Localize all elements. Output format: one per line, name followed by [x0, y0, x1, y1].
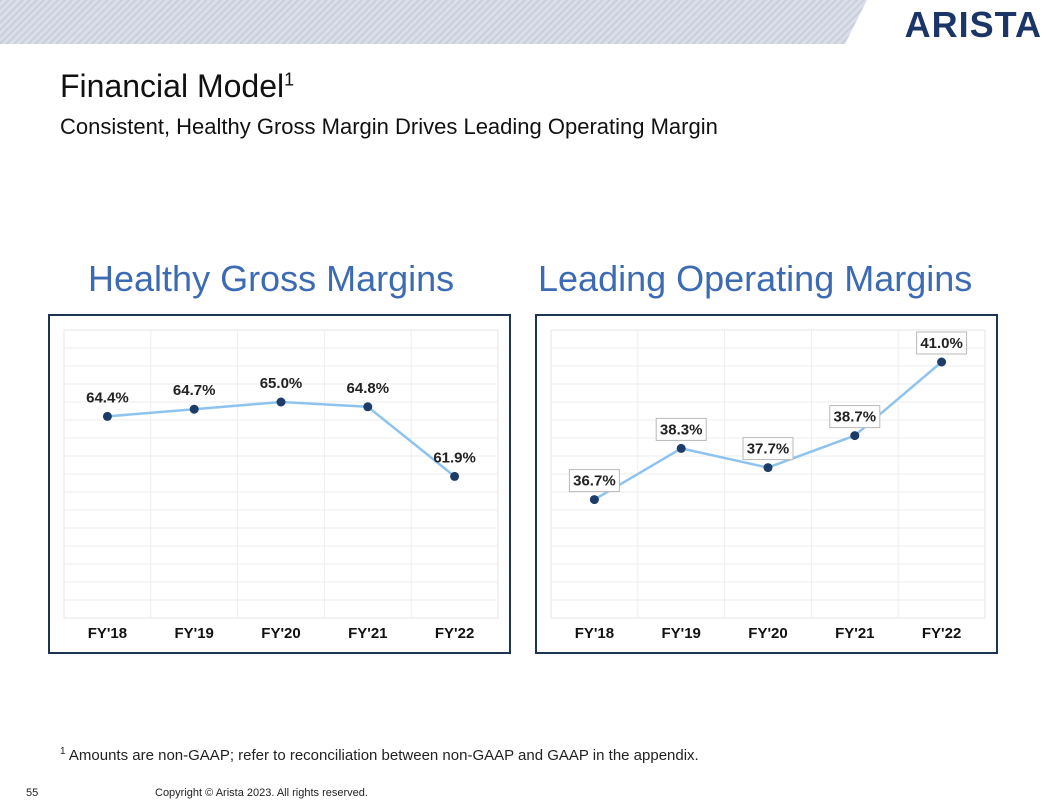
- operating-margin-chart-title: Leading Operating Margins: [538, 258, 973, 299]
- data-point: [763, 463, 773, 473]
- copyright: Copyright © Arista 2023. All rights rese…: [155, 787, 368, 799]
- plot-grid: [63, 329, 499, 619]
- footnote: 1 Amounts are non-GAAP; refer to reconci…: [60, 746, 699, 765]
- logo-area: ARISTA: [845, 0, 1050, 44]
- data-label-box: [742, 437, 794, 461]
- data-label-box: [655, 417, 707, 441]
- footnote-text: Amounts are non-GAAP; refer to reconcili…: [68, 747, 699, 764]
- x-tick-label: FY'20: [261, 625, 300, 642]
- data-label: 64.4%: [86, 389, 129, 406]
- data-point: [363, 402, 373, 412]
- gross-margin-chart-title: Healthy Gross Margins: [88, 258, 455, 299]
- data-label: 64.8%: [347, 380, 390, 397]
- footnote-marker: 1: [60, 746, 66, 757]
- x-tick-label: FY'18: [575, 625, 614, 642]
- data-point: [189, 404, 199, 414]
- data-point: [102, 411, 112, 421]
- gross-margin-chart: 64.4% 64.7% 65.0% 64.8% 61.9% FY'18 FY'19 FY'20…: [48, 314, 511, 654]
- data-label: 61.9%: [433, 449, 476, 466]
- operating-margin-chart: 36.7% 38.3% 37.7% 38.7% 41.0% FY'18 FY'19 FY'20…: [535, 314, 998, 654]
- data-point: [450, 471, 460, 481]
- arista-logo: ARISTA: [904, 4, 1042, 45]
- data-label: 38.7%: [834, 409, 877, 426]
- data-label-box: [568, 469, 620, 493]
- x-tick-label: FY'20: [748, 625, 787, 642]
- gross-margin-chart-svg: 64.4% 64.7% 65.0% 64.8% 61.9% FY'18 FY'19 FY'20…: [63, 329, 499, 642]
- data-label-box: [916, 331, 968, 355]
- x-tick-label: FY'19: [661, 625, 700, 642]
- title-footnote-marker: 1: [284, 69, 295, 90]
- slide-title: Financial Model1: [60, 68, 294, 105]
- data-point: [676, 443, 686, 453]
- data-label: 41.0%: [920, 335, 963, 352]
- data-label-box: [829, 405, 881, 429]
- slide-title-text: Financial Model: [60, 68, 285, 104]
- data-point: [850, 431, 860, 441]
- data-point: [276, 397, 286, 407]
- data-label: 38.3%: [660, 421, 703, 438]
- x-tick-label: FY'19: [174, 625, 213, 642]
- x-tick-label: FY'22: [435, 625, 474, 642]
- operating-margin-chart-svg: 36.7% 38.3% 37.7% 38.7% 41.0% FY'18 FY'19 FY'20…: [550, 329, 986, 642]
- x-tick-label: FY'21: [348, 625, 387, 642]
- x-tick-label: FY'22: [922, 625, 961, 642]
- page-number: 55: [26, 787, 39, 799]
- slide-subtitle: Consistent, Healthy Gross Margin Drives …: [60, 114, 718, 139]
- data-label: 65.0%: [260, 375, 303, 392]
- data-point: [937, 357, 947, 367]
- data-label: 64.7%: [173, 382, 216, 399]
- data-label: 36.7%: [573, 473, 616, 490]
- x-tick-label: FY'21: [835, 625, 874, 642]
- data-point: [589, 495, 599, 505]
- x-tick-label: FY'18: [88, 625, 127, 642]
- data-label: 37.7%: [747, 441, 790, 458]
- plot-grid: [550, 329, 986, 619]
